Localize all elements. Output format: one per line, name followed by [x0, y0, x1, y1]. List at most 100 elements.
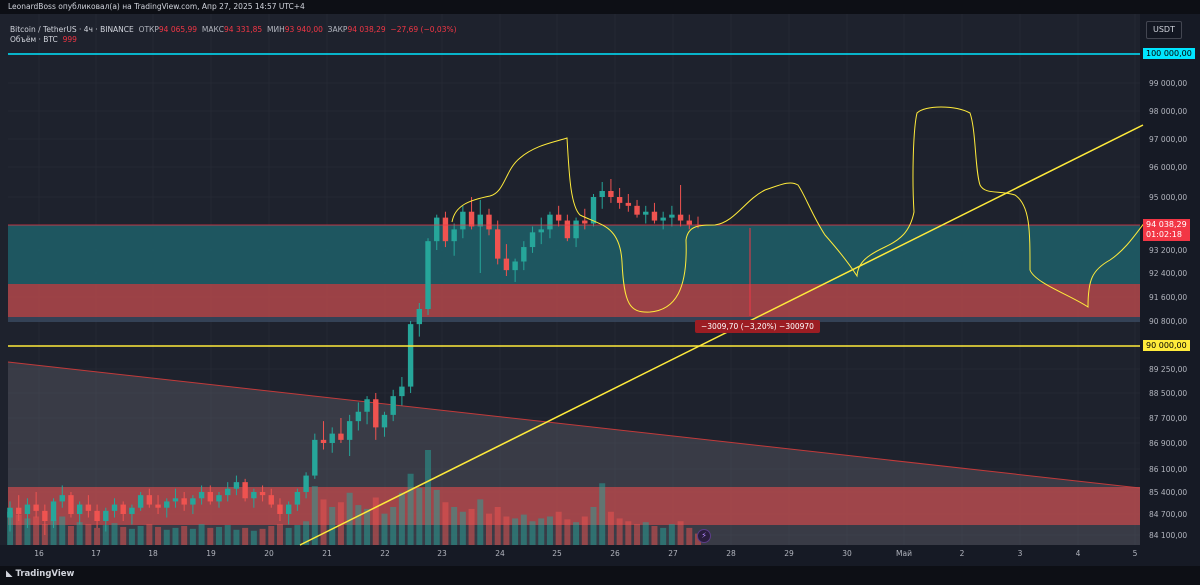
- candle-body: [346, 421, 353, 440]
- level-90000-tag: 90 000,00: [1143, 340, 1190, 351]
- price-tick-label: 99 000,00: [1149, 79, 1187, 88]
- volume-label[interactable]: Объём · BTC: [10, 35, 58, 44]
- candle-body: [225, 488, 231, 496]
- volume-bar: [33, 516, 40, 545]
- candle-body: [582, 220, 588, 224]
- lightning-icon[interactable]: ⚡: [697, 529, 711, 543]
- time-tick-label: 24: [495, 549, 505, 558]
- candles: [7, 179, 701, 535]
- candle-body: [329, 433, 335, 443]
- volume-bar: [137, 526, 144, 545]
- bottom-red-zone: [8, 487, 1140, 525]
- volume-bar: [320, 499, 327, 545]
- candle-body: [677, 214, 684, 221]
- candle-body: [442, 217, 449, 242]
- candle-body: [660, 217, 666, 221]
- projection-path[interactable]: [451, 106, 1146, 313]
- candle-body: [686, 220, 692, 225]
- time-tick-label: 29: [784, 549, 794, 558]
- price-axis: 99 000,00 98 000,00 97 000,00 96 000,00 95 0…: [1149, 79, 1187, 540]
- volume-bar: [546, 516, 553, 545]
- candle-body: [76, 504, 83, 514]
- volume-bar: [198, 524, 205, 545]
- volume-bar: [294, 525, 301, 545]
- last-price-value: 94 038,29: [1146, 220, 1187, 229]
- volume-bar: [616, 518, 623, 545]
- volume-bar: [642, 522, 649, 545]
- currency-button[interactable]: USDT: [1146, 21, 1182, 39]
- candle-body: [512, 261, 518, 271]
- candle-body: [643, 211, 649, 215]
- candle-body: [137, 495, 144, 508]
- volume-bar: [520, 514, 527, 545]
- volume-bar: [433, 489, 440, 545]
- close-value: 94 038,29: [347, 25, 386, 34]
- time-tick-label: 25: [552, 549, 562, 558]
- volume-bar: [686, 527, 693, 545]
- volume-bar: [268, 526, 275, 545]
- volume-bar: [163, 529, 170, 545]
- time-tick-label: 5: [1133, 549, 1138, 558]
- candle-body: [381, 414, 388, 428]
- candle-body: [85, 504, 92, 511]
- candle-body: [651, 211, 658, 221]
- time-tick-label: 2: [960, 549, 965, 558]
- time-tick-label: 18: [148, 549, 158, 558]
- candle-body: [390, 396, 396, 415]
- price-tick-label: 84 100,00: [1149, 531, 1187, 540]
- ascending-trendline[interactable]: [299, 124, 1144, 546]
- volume-bar: [494, 507, 501, 545]
- volume-legend: Объём · BTC 999: [10, 35, 77, 44]
- price-tick-label: 98 000,00: [1149, 107, 1187, 116]
- symbol-name[interactable]: Bitcoin / TetherUS · 4ч · BINANCE: [10, 25, 134, 34]
- price-tick-label: 89 250,00: [1149, 365, 1187, 374]
- volume-bar: [372, 497, 379, 545]
- volume-bar: [111, 523, 118, 545]
- candle-body: [242, 482, 248, 499]
- volume-bar: [634, 524, 641, 545]
- candle-body: [555, 214, 562, 221]
- volume-bar: [581, 516, 588, 545]
- candle-body: [538, 229, 544, 233]
- support-zone-red: [8, 284, 1140, 317]
- low-label: МИН: [266, 25, 285, 34]
- volume-bar: [172, 527, 179, 545]
- candle-body: [486, 214, 492, 230]
- volume-bar: [128, 528, 135, 545]
- volume-bar: [660, 527, 667, 545]
- volume-bar: [355, 505, 362, 545]
- volume-bar: [538, 518, 545, 545]
- tv-logo-icon: ◣: [6, 569, 16, 579]
- candle-body: [460, 211, 466, 230]
- candle-body: [364, 399, 370, 412]
- volume-bar: [485, 513, 492, 545]
- candle-body: [564, 220, 571, 239]
- candle-body: [111, 504, 118, 511]
- candle-body: [59, 495, 65, 502]
- candle-body: [434, 217, 440, 242]
- candle-body: [216, 495, 222, 502]
- time-tick-label: 22: [380, 549, 390, 558]
- high-value: 94 331,85: [224, 25, 263, 34]
- price-tick-label: 84 700,00: [1149, 510, 1187, 519]
- time-tick-label: Май: [896, 549, 912, 558]
- price-tick-label: 86 100,00: [1149, 465, 1187, 474]
- candle-body: [599, 191, 605, 197]
- candle-body: [425, 241, 431, 309]
- volume-bar: [459, 511, 466, 545]
- volume-bar: [303, 521, 310, 545]
- candle-body: [146, 495, 153, 505]
- candle-body: [573, 220, 579, 239]
- time-tick-label: 20: [264, 549, 274, 558]
- candle-body: [373, 399, 379, 428]
- volume-value: 999: [62, 35, 77, 44]
- last-price-tag: 94 038,29 01:02:18: [1143, 219, 1190, 241]
- price-tick-label: 93 200,00: [1149, 246, 1187, 255]
- volume-bar: [24, 518, 31, 545]
- volume-bar: [442, 502, 449, 545]
- volume-bar: [555, 511, 562, 545]
- candle-body: [42, 510, 48, 521]
- candle-body: [190, 498, 196, 505]
- time-tick-label: 21: [322, 549, 332, 558]
